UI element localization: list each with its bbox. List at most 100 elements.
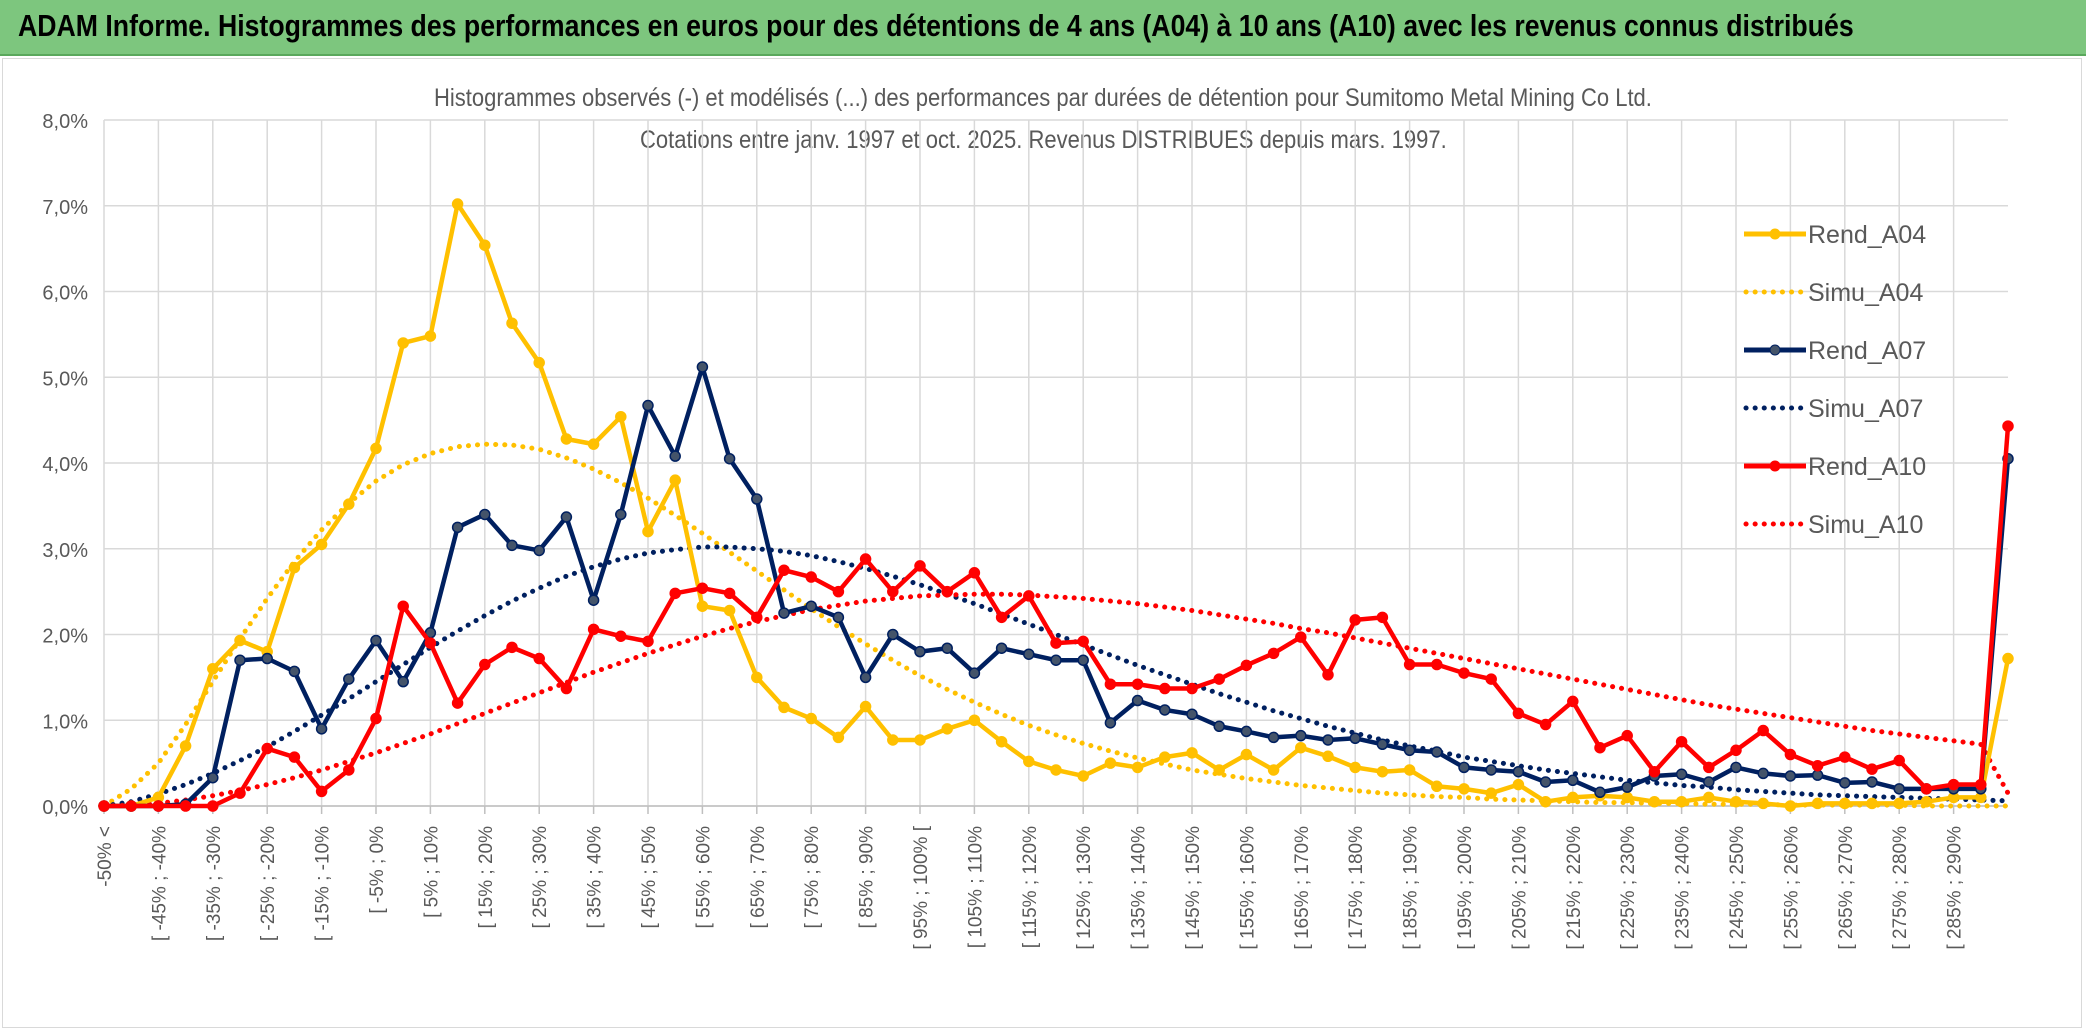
point-rend-a07: [261, 652, 273, 665]
point-rend-a04: [642, 525, 654, 538]
point-rend-a07: [207, 771, 219, 784]
point-rend-a04: [859, 700, 872, 713]
point-rend-a04: [1295, 741, 1307, 754]
point-rend-a10: [615, 630, 627, 642]
x-tick-label: [ 95% ; 100% [: [911, 825, 932, 949]
point-rend-a07: [479, 508, 491, 521]
point-rend-a07: [1376, 738, 1389, 751]
x-tick-label: [ 65% ; 70%: [748, 826, 769, 929]
point-rend-a04: [832, 731, 845, 744]
point-rend-a04: [778, 701, 790, 714]
x-tick-label: [ 115% ; 120%: [1020, 826, 1041, 948]
legend-label-simu-a04: Simu_A04: [1808, 279, 1923, 307]
point-rend-a10: [1839, 751, 1851, 763]
point-rend-a07: [315, 723, 328, 735]
point-rend-a04: [1567, 791, 1579, 804]
point-rend-a10: [1186, 682, 1198, 695]
point-rend-a04: [1675, 795, 1688, 808]
x-tick-label: [ 275% ; 280%: [1890, 826, 1911, 950]
point-rend-a10: [1512, 707, 1525, 720]
legend-marker-rend-a07: [1769, 344, 1781, 356]
point-rend-a07: [1050, 654, 1062, 666]
point-rend-a07: [1077, 654, 1089, 666]
point-rend-a04: [914, 734, 926, 746]
point-rend-a07: [615, 508, 627, 521]
point-rend-a10: [1159, 682, 1171, 695]
gridlines: [103, 119, 2008, 807]
point-rend-a10: [370, 712, 382, 725]
point-rend-a04: [533, 356, 545, 369]
point-rend-a07: [1594, 786, 1606, 799]
point-rend-a10: [343, 764, 355, 776]
series-layer: [98, 198, 2014, 812]
point-rend-a04: [1920, 795, 1933, 808]
point-rend-a04: [397, 337, 409, 349]
point-rend-a04: [207, 663, 219, 675]
point-rend-a10: [424, 637, 437, 649]
y-tick-label: 4,0%: [42, 454, 88, 476]
point-rend-a10: [125, 800, 137, 812]
point-rend-a04: [1431, 780, 1443, 793]
point-rend-a10: [1403, 658, 1416, 671]
point-rend-a07: [941, 642, 953, 654]
x-tick-label: [ 55% ; 60%: [693, 826, 714, 929]
series-line-simu-a10: [101, 591, 2011, 809]
x-tick-label: [ 165% ; 170%: [1292, 826, 1313, 950]
point-rend-a07: [914, 645, 926, 658]
y-tick-label: 6,0%: [42, 283, 88, 305]
point-rend-a04: [1893, 797, 1905, 810]
point-rend-a10: [560, 682, 573, 695]
chart-subtitle: Cotations entre janv. 1997 et oct. 2025.…: [639, 126, 1447, 154]
point-rend-a10: [1730, 744, 1742, 757]
x-tick-label: [ -5% ; 0%: [367, 826, 388, 914]
point-rend-a10: [1213, 673, 1225, 685]
point-rend-a10: [1866, 763, 1878, 775]
point-rend-a07: [397, 675, 409, 688]
point-rend-a04: [1757, 797, 1769, 810]
point-rend-a04: [1186, 747, 1198, 759]
point-rend-a07: [1757, 767, 1769, 780]
point-rend-a07: [533, 544, 545, 557]
x-tick-label: [ -15% ; -10%: [313, 826, 334, 941]
point-rend-a04: [288, 561, 301, 574]
x-tick-label: [ 15% ; 20%: [476, 826, 497, 929]
point-rend-a10: [1077, 635, 1089, 648]
legend-marker-rend-a04: [1769, 228, 1781, 240]
point-rend-a04: [343, 498, 355, 510]
point-rend-a10: [1811, 759, 1824, 772]
legend-label-simu-a10: Simu_A10: [1808, 511, 1923, 539]
x-tick-label: [ 35% ; 40%: [585, 826, 606, 929]
point-rend-a10: [479, 658, 491, 671]
point-rend-a07: [1539, 776, 1552, 788]
x-tick-label: [ 85% ; 90%: [857, 826, 878, 929]
point-rend-a04: [615, 410, 627, 423]
chart-title: Histogrammes observés (-) et modélisés (…: [434, 84, 1652, 112]
legend-label-rend-a10: Rend_A10: [1808, 453, 1926, 481]
x-tick-label: [ 225% ; 230%: [1618, 826, 1639, 950]
point-rend-a04: [587, 438, 600, 450]
point-rend-a10: [234, 787, 246, 799]
point-rend-a10: [397, 600, 409, 612]
point-rend-a07: [1349, 732, 1361, 745]
x-tick-label: [ 235% ; 240%: [1673, 826, 1694, 950]
point-rend-a10: [261, 742, 273, 755]
point-rend-a10: [723, 587, 736, 600]
series-line-rend-a04: [104, 201, 2011, 809]
point-rend-a07: [1567, 774, 1579, 787]
point-rend-a07: [1730, 761, 1742, 774]
point-rend-a04: [1050, 764, 1062, 776]
x-tick-label: [ 195% ; 200%: [1455, 826, 1476, 950]
y-axis: 0,0% 1,0% 2,0% 3,0% 4,0% 5,0% 6,0% 7,0% 8,0%: [42, 111, 88, 819]
point-rend-a10: [1675, 735, 1688, 748]
point-rend-a10: [968, 567, 981, 579]
point-rend-a04: [1784, 800, 1797, 812]
point-rend-a10: [1349, 614, 1361, 626]
header-banner: ADAM Informe. Histogrammes des performan…: [0, 0, 2086, 56]
point-rend-a10: [805, 571, 817, 583]
point-rend-a07: [1131, 694, 1144, 707]
x-tick-label: [ 135% ; 140%: [1129, 826, 1150, 950]
report-title: ADAM Informe. Histogrammes des performan…: [18, 8, 1854, 43]
point-rend-a10: [506, 641, 518, 654]
point-rend-a04: [506, 317, 518, 329]
point-rend-a10: [1621, 729, 1633, 742]
